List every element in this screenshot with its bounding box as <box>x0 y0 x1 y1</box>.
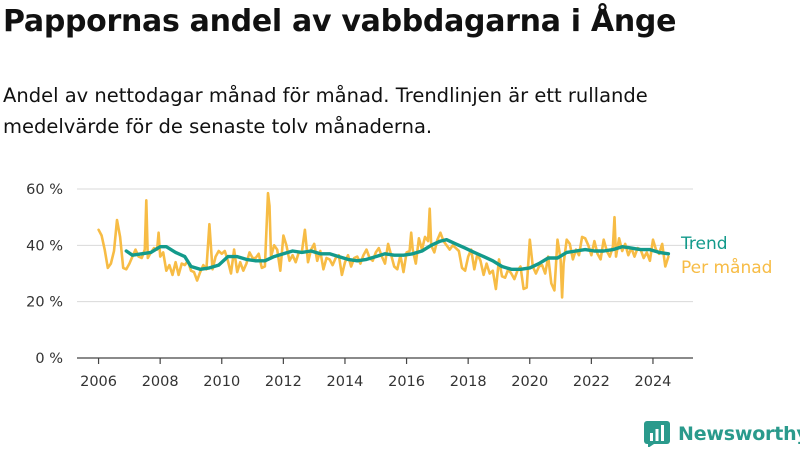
series-layer <box>97 191 671 299</box>
x-tick-label: 2016 <box>388 374 425 390</box>
x-tick-label: 2022 <box>573 374 610 390</box>
gridlines <box>77 188 693 303</box>
newsworthy-brand: Newsworthy <box>644 420 800 448</box>
y-tick-label: 20 % <box>26 295 63 311</box>
x-tick-label: 2006 <box>80 374 117 390</box>
axes: 0 % 20 % 40 % 60 % 2006 2008 2010 2012 2014 2016 2… <box>26 182 693 390</box>
y-tick-label: 0 % <box>35 351 63 367</box>
legend-label-per-manad: Per månad <box>681 257 772 278</box>
chart-subtitle: Andel av nettodagar månad för månad. Tre… <box>3 84 648 138</box>
newsworthy-bar-chart-logo-icon <box>644 421 670 447</box>
brand-name: Newsworthy <box>678 423 800 445</box>
series-line-trend <box>124 238 671 271</box>
y-tick-label: 40 % <box>26 238 63 254</box>
x-tick-label: 2012 <box>265 374 302 390</box>
y-tick-label: 60 % <box>26 182 63 198</box>
series-line-per-manad <box>97 191 670 299</box>
legend-label-trend: Trend <box>680 234 728 254</box>
x-tick-label: 2008 <box>142 374 179 390</box>
x-tick-label: 2014 <box>327 374 364 390</box>
x-tick-label: 2010 <box>203 374 240 390</box>
legend: Trend Per månad <box>680 234 772 278</box>
chart-title: Pappornas andel av vabbdagarna i Ånge <box>3 4 677 39</box>
x-tick-label: 2018 <box>450 374 487 390</box>
x-tick-label: 2020 <box>511 374 548 390</box>
x-tick-label: 2024 <box>635 374 672 390</box>
